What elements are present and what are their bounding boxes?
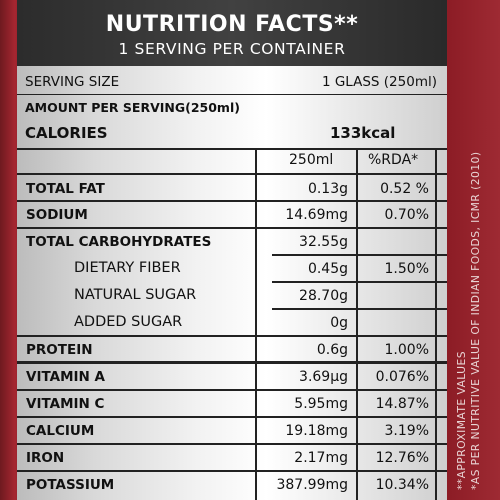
nutrient-name: VITAMIN A [26,369,105,385]
nutrient-amount: 28.70g [299,288,348,304]
nutrient-amount: 14.69mg [285,207,348,223]
nutrient-name: CALCIUM [26,423,95,439]
nutrient-rda: 10.34% [375,477,429,493]
nutrient-name: VITAMIN C [26,396,105,412]
nutrient-name: ADDED SUGAR [74,314,183,330]
row-divider [17,470,447,472]
row-divider [17,443,447,445]
nutrient-amount: 2.17mg [294,450,348,466]
section-divider [17,361,447,364]
calories-label: CALORIES [25,124,108,142]
nutrient-amount: 0.6g [316,342,348,358]
nutrient-rda: 12.76% [375,450,429,466]
column-divider-3 [435,148,437,500]
row-divider [17,200,447,202]
nutrient-rda: 3.19% [384,423,429,439]
nutrient-amount: 19.18mg [285,423,348,439]
nutrient-name: TOTAL CARBOHYDRATES [26,234,212,250]
nutrient-name: TOTAL FAT [26,181,105,197]
nutrient-amount: 387.99mg [276,477,348,493]
row-divider [272,254,447,256]
column-header-rda: %RDA* [368,152,419,168]
nutrient-amount: 0g [330,315,348,331]
row-divider [17,416,447,418]
icmr-source-note: *AS PER NUTRITIVE VALUE OF INDIAN FOODS,… [469,151,482,490]
nutrient-amount: 0.13g [307,181,348,197]
nutrient-amount: 5.95mg [294,396,348,412]
nutrient-rda: 14.87% [375,396,429,412]
nutrient-rda: 0.076% [375,369,429,385]
nutrient-name: SODIUM [26,207,88,223]
nutrient-amount: 32.55g [299,234,348,250]
row-divider [17,335,447,337]
side-footnotes: **APPROXIMATE VALUES *AS PER NUTRITIVE V… [455,20,483,490]
nutrient-rda: 1.00% [384,342,429,358]
nutrient-name: DIETARY FIBER [74,260,181,276]
row-divider [272,281,447,283]
amount-per-serving-row: AMOUNT PER SERVING(250ml) [17,98,447,118]
servings-per-container: 1 SERVING PER CONTAINER [118,40,346,58]
amount-per-serving-label: AMOUNT PER SERVING(250ml) [25,100,240,115]
nutrition-header: NUTRITION FACTS** 1 SERVING PER CONTAINE… [17,0,447,66]
nutrient-name: PROTEIN [26,342,93,358]
row-divider [17,227,447,229]
column-divider-1 [255,148,257,500]
table-header-divider [17,173,447,175]
nutrient-amount: 3.69µg [299,369,348,385]
calories-row: CALORIES 133kcal [17,120,447,150]
column-divider-2 [356,148,358,500]
nutrient-name: POTASSIUM [26,477,115,493]
nutrient-name: IRON [26,450,65,466]
nutrient-rda: 0.70% [384,207,429,223]
serving-size-row: SERVING SIZE 1 GLASS (250ml) [17,70,447,95]
approximate-values-note: **APPROXIMATE VALUES [455,351,468,490]
nutrient-amount: 0.45g [307,261,348,277]
calories-value: 133kcal [330,124,396,142]
serving-size-label: SERVING SIZE [25,74,120,90]
nutrition-title: NUTRITION FACTS** [105,12,359,37]
nutrient-rda: 1.50% [384,261,429,277]
nutrient-rda: 0.52 % [380,181,429,197]
nutrient-name: NATURAL SUGAR [74,287,197,303]
column-header-amount: 250ml [289,152,334,168]
row-divider [17,389,447,391]
row-divider [272,308,447,310]
serving-size-value: 1 GLASS (250ml) [321,74,437,90]
